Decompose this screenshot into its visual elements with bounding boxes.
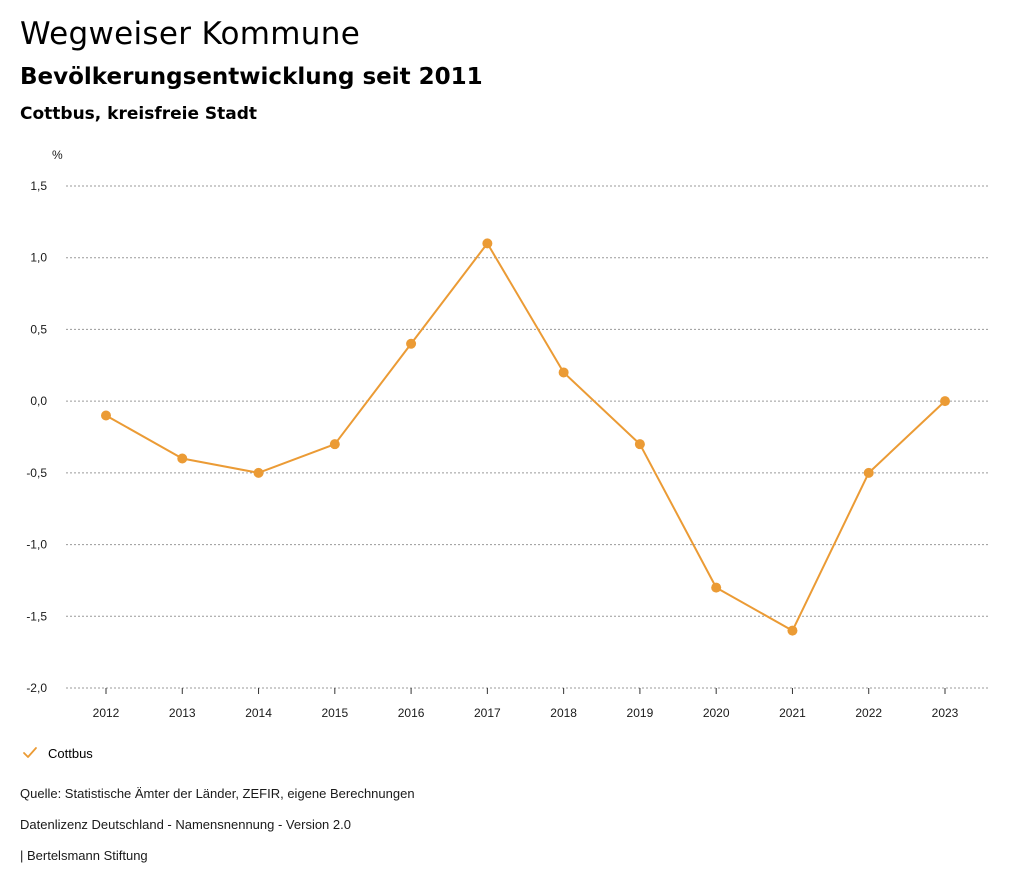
data-point[interactable] — [711, 582, 722, 593]
y-axis-ticks: 1,5 1,0 0,5 0,0 -0,5 -1,0 -1,5 -2,0 — [26, 179, 47, 695]
x-tick-label: 2015 — [321, 706, 348, 720]
y-tick-label: -0,5 — [26, 466, 47, 480]
series-line — [105, 242, 946, 632]
data-point[interactable] — [253, 467, 264, 478]
data-point[interactable] — [940, 396, 950, 407]
grid-lines — [66, 185, 990, 689]
data-point[interactable] — [177, 453, 188, 464]
y-tick-label: 1,0 — [30, 251, 47, 265]
data-point[interactable] — [787, 625, 798, 636]
x-tick-label: 2021 — [779, 706, 806, 720]
chart-subtitle: Bevölkerungsentwicklung seit 2011 — [20, 64, 483, 90]
data-point[interactable] — [101, 410, 111, 421]
legend-check-icon — [23, 747, 37, 758]
y-tick-label: -1,0 — [26, 538, 47, 552]
series-cottbus[interactable] — [101, 238, 950, 636]
y-tick-label: -2,0 — [26, 681, 47, 695]
data-point[interactable] — [406, 338, 417, 349]
y-axis-unit-label: % — [52, 148, 63, 162]
legend-label-cottbus: Cottbus — [48, 745, 93, 761]
source-note: Quelle: Statistische Ämter der Länder, Z… — [20, 786, 415, 801]
x-tick-label: 2014 — [245, 706, 272, 720]
chart-title: Wegweiser Kommune — [20, 16, 361, 52]
data-point[interactable] — [482, 238, 493, 249]
data-point[interactable] — [558, 367, 569, 378]
data-point[interactable] — [634, 439, 645, 450]
x-tick-label: 2020 — [703, 706, 730, 720]
x-axis-ticks: 2012 2013 2014 2015 2016 2017 2018 2019 2020 2021… — [93, 688, 959, 720]
publisher-note[interactable]: | Bertelsmann Stiftung — [20, 848, 148, 863]
x-tick-label: 2023 — [932, 706, 959, 720]
y-tick-label: -1,5 — [26, 609, 47, 623]
y-tick-label: 0,0 — [30, 394, 47, 408]
x-tick-label: 2012 — [93, 706, 120, 720]
data-point[interactable] — [329, 439, 340, 450]
region-label: Cottbus, kreisfreie Stadt — [20, 104, 258, 124]
y-tick-label: 0,5 — [30, 322, 47, 336]
x-tick-label: 2017 — [474, 706, 501, 720]
x-tick-label: 2018 — [550, 706, 577, 720]
legend[interactable]: Cottbus — [22, 745, 93, 761]
x-tick-label: 2013 — [169, 706, 196, 720]
y-tick-label: 1,5 — [30, 179, 47, 193]
x-tick-label: 2022 — [855, 706, 882, 720]
x-tick-label: 2016 — [398, 706, 425, 720]
data-point[interactable] — [863, 467, 874, 478]
x-tick-label: 2019 — [627, 706, 654, 720]
line-chart: % 1,51,00,50,0-0,5-1,0-1,5-2,0 2012 2013 2… — [26, 148, 990, 720]
license-note[interactable]: Datenlizenz Deutschland - Namensnennung … — [20, 817, 351, 832]
